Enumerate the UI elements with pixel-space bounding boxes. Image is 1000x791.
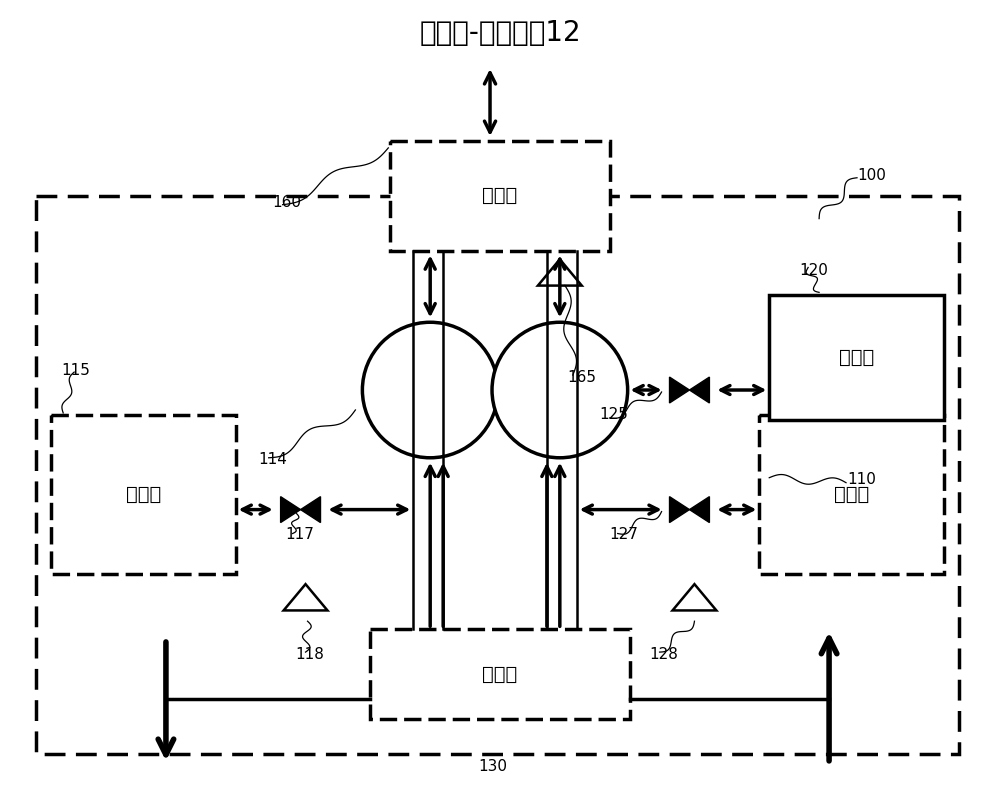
- Polygon shape: [689, 497, 709, 523]
- Text: 第一箱: 第一箱: [834, 485, 869, 504]
- Text: 127: 127: [610, 527, 639, 542]
- Bar: [759, 415, 944, 574]
- Text: 115: 115: [61, 362, 90, 377]
- Polygon shape: [281, 497, 301, 523]
- Circle shape: [362, 322, 498, 458]
- Bar: [390, 141, 610, 251]
- Text: 114: 114: [259, 452, 288, 467]
- Circle shape: [492, 322, 628, 458]
- Text: 至金屬-空氣電池12: 至金屬-空氣電池12: [419, 19, 581, 47]
- Text: 160: 160: [273, 195, 302, 210]
- Bar: [370, 629, 630, 719]
- Polygon shape: [670, 377, 689, 403]
- Text: 128: 128: [650, 646, 678, 661]
- Polygon shape: [670, 497, 689, 523]
- Text: 第二箱: 第二箱: [126, 485, 161, 504]
- Text: 連接管: 連接管: [482, 186, 518, 205]
- Polygon shape: [301, 497, 320, 523]
- Text: 120: 120: [799, 263, 828, 278]
- Bar: [769, 295, 944, 420]
- Text: 第三箱: 第三箱: [839, 348, 874, 367]
- Text: 117: 117: [286, 527, 314, 542]
- Text: 118: 118: [296, 646, 324, 661]
- Polygon shape: [689, 377, 709, 403]
- Text: 控制器: 控制器: [482, 664, 518, 683]
- Text: 110: 110: [847, 472, 876, 487]
- Text: 125: 125: [600, 407, 629, 422]
- Text: 100: 100: [857, 168, 886, 184]
- Bar: [51, 415, 236, 574]
- Text: 130: 130: [478, 759, 507, 774]
- Text: 165: 165: [568, 369, 597, 384]
- Bar: [36, 195, 959, 754]
